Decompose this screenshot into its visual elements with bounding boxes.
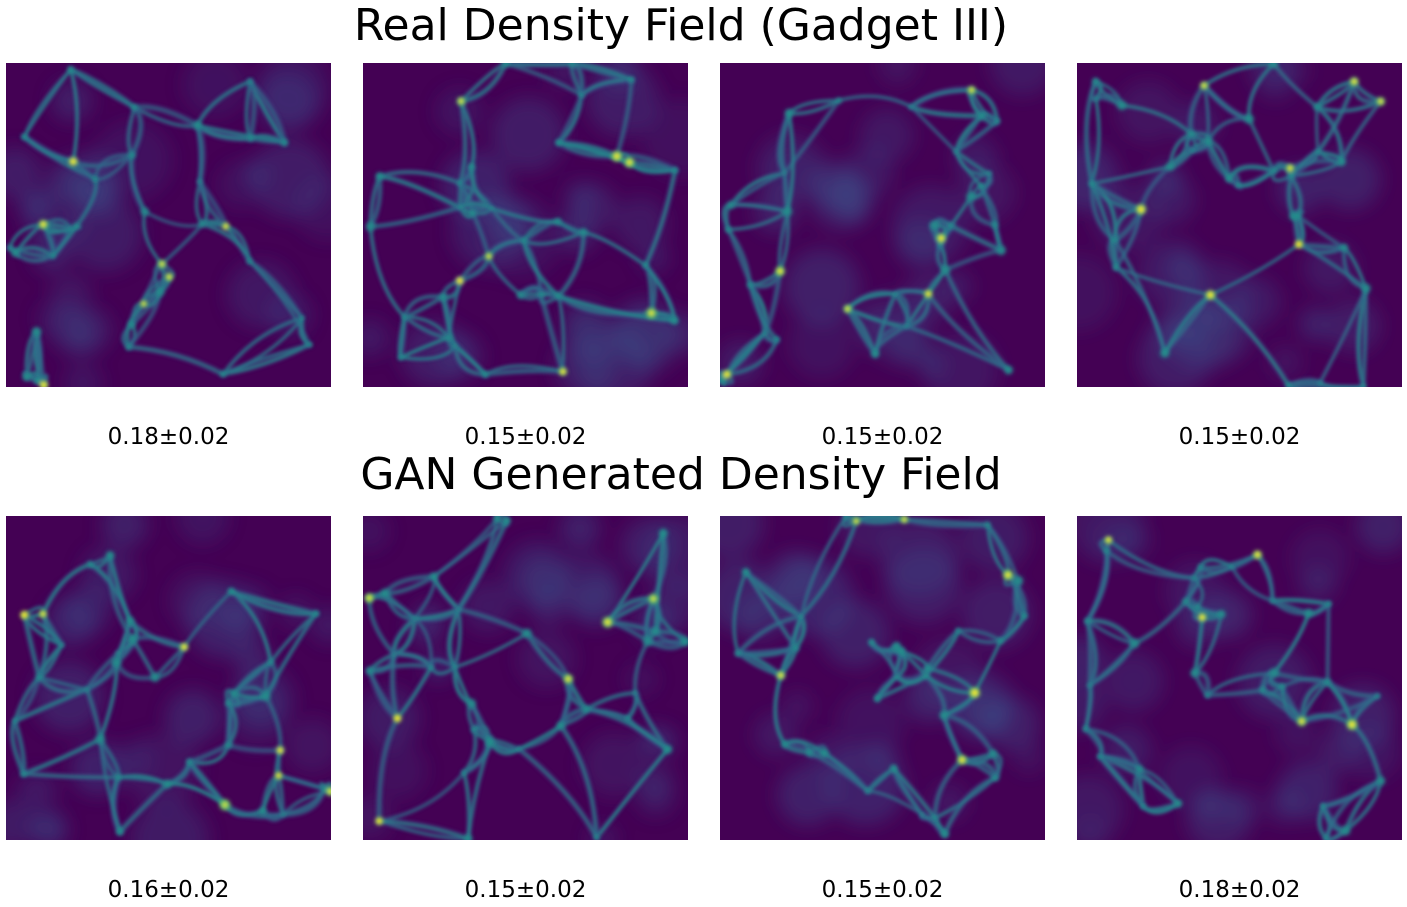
- gan-density-title: GAN Generated Density Field: [360, 449, 1002, 500]
- gan-panel-3-label: 0.15±0.02: [821, 877, 944, 903]
- real-density-title: Real Density Field (Gadget III): [353, 0, 1009, 51]
- density-field-image: [363, 516, 688, 840]
- real-density-panel-3: [720, 63, 1045, 387]
- gan-density-panel-2: [363, 516, 688, 840]
- real-density-panel-1: [6, 63, 331, 387]
- real-density-panel-4: [1077, 63, 1402, 387]
- gan-density-panel-4: [1077, 516, 1402, 840]
- real-panel-1-label: 0.18±0.02: [107, 424, 230, 450]
- gan-density-panel-1: [6, 516, 331, 840]
- density-field-image: [6, 516, 331, 840]
- real-panel-3-label: 0.15±0.02: [821, 424, 944, 450]
- density-field-image: [6, 63, 331, 387]
- density-field-image: [720, 63, 1045, 387]
- density-field-image: [363, 63, 688, 387]
- gan-density-panel-3: [720, 516, 1045, 840]
- real-panel-2-label: 0.15±0.02: [464, 424, 587, 450]
- density-field-image: [1077, 516, 1402, 840]
- gan-panel-2-label: 0.15±0.02: [464, 877, 587, 903]
- density-field-image: [1077, 63, 1402, 387]
- real-density-panel-2: [363, 63, 688, 387]
- gan-panel-4-label: 0.18±0.02: [1178, 877, 1301, 903]
- density-field-image: [720, 516, 1045, 840]
- real-panel-4-label: 0.15±0.02: [1178, 424, 1301, 450]
- gan-panel-1-label: 0.16±0.02: [107, 877, 230, 903]
